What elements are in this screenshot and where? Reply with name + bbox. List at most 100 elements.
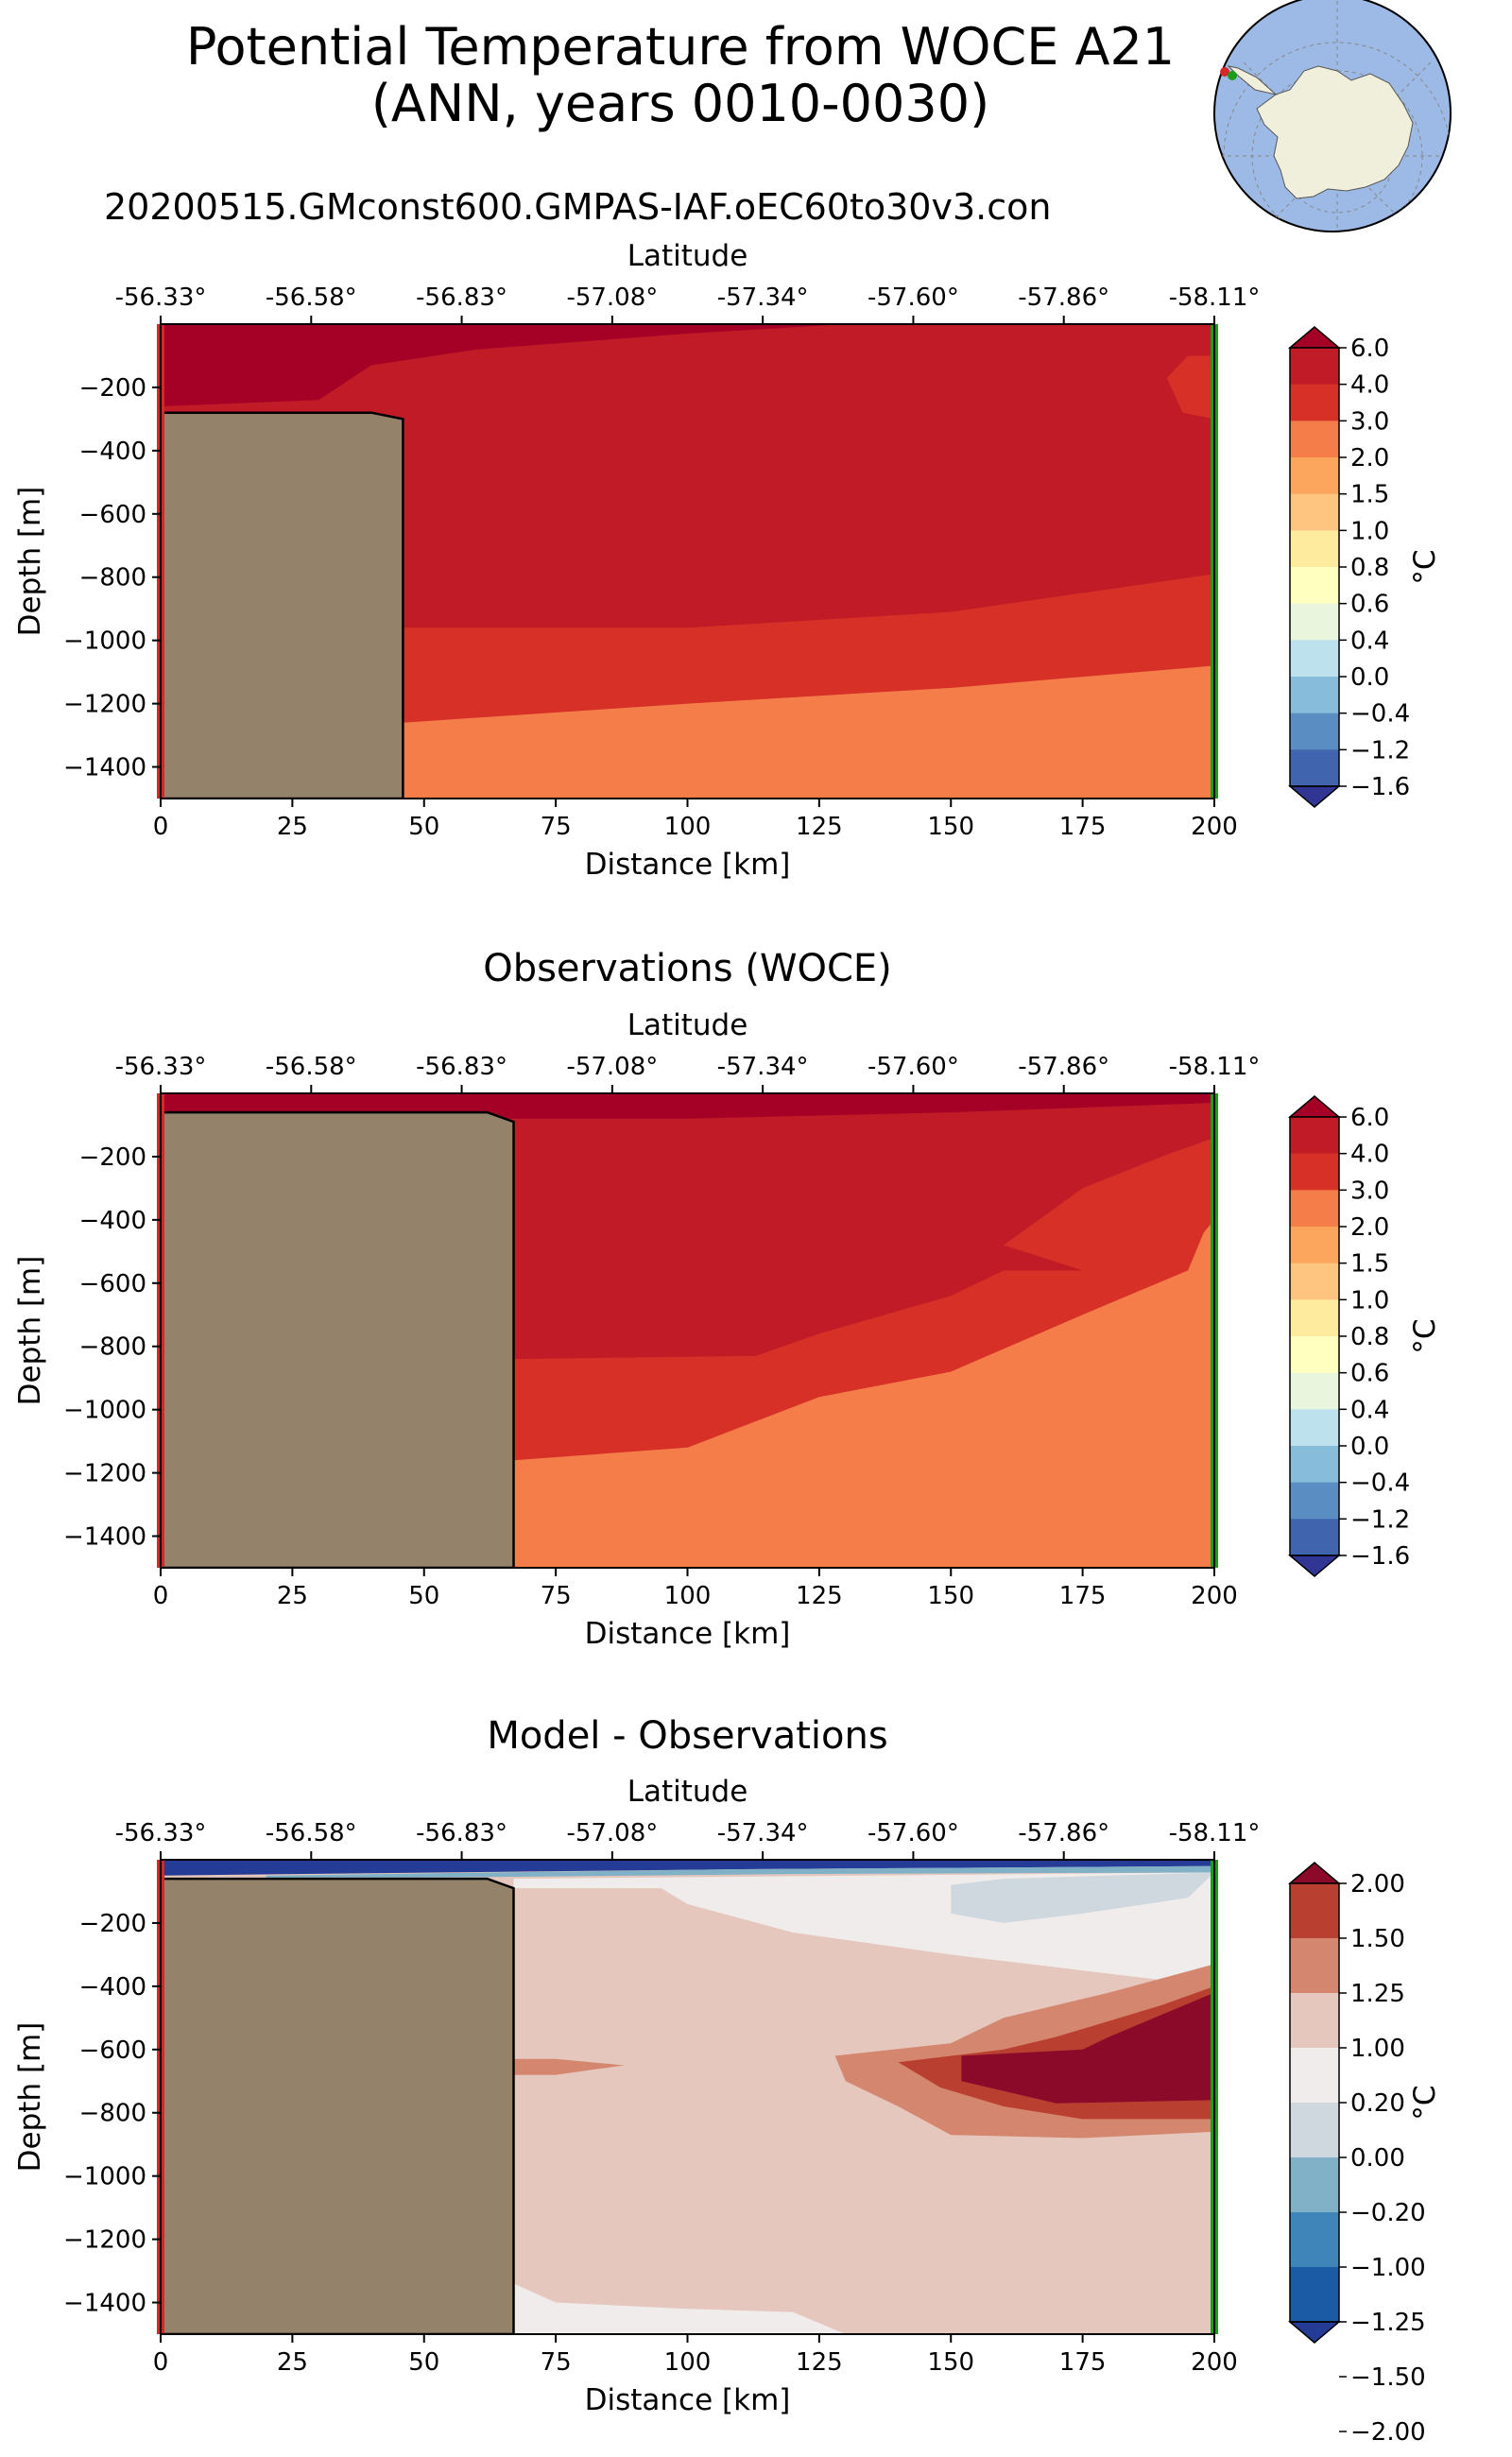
latitude-tick-label: -57.60°	[868, 1053, 959, 1081]
y-tick-label: −1400	[63, 754, 146, 782]
x-tick-label: 100	[664, 1582, 712, 1610]
x-tick-label: 100	[664, 2348, 712, 2377]
colorbar-tick-label: 6.0	[1350, 335, 1389, 363]
colorbar-swatch	[1290, 1446, 1339, 1484]
contour-region	[403, 665, 1214, 799]
x-tick-label: 125	[796, 1582, 843, 1610]
latitude-tick-label: -57.86°	[1018, 284, 1109, 312]
antarctic-peninsula	[1227, 65, 1278, 95]
x-tick-label: 25	[277, 1582, 308, 1610]
latitude-tick-label: -56.83°	[416, 284, 507, 312]
colorbar-tick-label: −1.6	[1350, 1542, 1410, 1571]
colorbar-swatch	[1290, 530, 1339, 568]
colorbar: 2.00 1.50 1.25 1.00 0.20 0.00 −0.20 −1.00 −1.25 −…	[1287, 1862, 1442, 2447]
x-tick-label: 50	[408, 1582, 439, 1610]
colorbar-tick-label: 0.6	[1350, 1360, 1389, 1388]
contour-region	[266, 1865, 1214, 1880]
inset-map	[1213, 0, 1452, 232]
colorbar-swatch	[1290, 640, 1339, 678]
colorbar-swatch	[1290, 2157, 1339, 2213]
colorbar-tick-label: −1.50	[1350, 2363, 1426, 2392]
x-tick-label: 150	[927, 813, 974, 841]
colorbar-tick-label: 3.0	[1350, 1177, 1389, 1205]
contour-region	[951, 1872, 1214, 1923]
colorbar-tick-label: 3.0	[1350, 407, 1389, 436]
colorbar: 6.0 4.0 3.0 2.0 1.5 1.0 0.8 0.6 0.4 0.0 −0.4 −1.2 −1…	[1287, 326, 1442, 808]
y-tick-label: −1400	[63, 1523, 146, 1552]
x-tick-label: 200	[1191, 813, 1238, 841]
seafloor-land	[161, 1093, 515, 1568]
colorbar-swatch	[1290, 749, 1339, 787]
colorbar-swatch	[1290, 1153, 1339, 1191]
latitude-tick-label: -57.34°	[717, 1819, 809, 1847]
colorbar-swatch	[1290, 2267, 1339, 2323]
colorbar-tick-label: 0.00	[1350, 2144, 1405, 2173]
colorbar-tick-label: 1.50	[1350, 1925, 1405, 1953]
x-tick-label: 100	[664, 813, 712, 841]
y-tick-label: −200	[79, 1143, 146, 1172]
contour-region	[513, 1219, 1214, 1568]
latitude-tick-label: -57.08°	[566, 284, 658, 312]
seafloor-land	[161, 324, 404, 799]
y-tick-label: −800	[79, 564, 146, 593]
colorbar-label: °C	[1408, 549, 1442, 584]
colorbar-swatch	[1290, 384, 1339, 421]
panel-title: Observations (WOCE)	[483, 947, 892, 990]
latitude-tick-label: -56.33°	[115, 1053, 207, 1081]
section-field	[161, 1860, 1214, 2334]
x-axis-label: Distance [km]	[585, 1617, 791, 1651]
y-tick-label: −600	[79, 1270, 146, 1298]
colorbar-extend-max	[1287, 1095, 1342, 1118]
colorbar-tick-label: 6.0	[1350, 1104, 1389, 1132]
colorbar-swatch	[1290, 567, 1339, 605]
colorbar-swatch	[1290, 1519, 1339, 1556]
y-tick-label: −1400	[63, 2290, 146, 2318]
colorbar-tick-label: −0.4	[1350, 1469, 1410, 1498]
colorbar-tick-label: 4.0	[1350, 371, 1389, 400]
colorbar-extend-min	[1287, 785, 1342, 808]
x-axis-label: Distance [km]	[585, 2383, 791, 2417]
latitude-tick-label: -58.11°	[1169, 1819, 1261, 1847]
colorbar-label: °C	[1408, 2085, 1442, 2120]
latitude-tick-label: -57.08°	[566, 1819, 658, 1847]
colorbar-swatch	[1290, 2103, 1339, 2158]
contour-region	[161, 324, 846, 406]
x-tick-label: 200	[1191, 1582, 1238, 1610]
x-tick-label: 75	[541, 1582, 572, 1610]
colorbar-swatch	[1290, 1336, 1339, 1374]
colorbar-swatch	[1290, 1993, 1339, 2049]
colorbar-tick-label: −1.25	[1350, 2309, 1426, 2337]
panel-model: 0 25 50 75 100 125 150 175 200 Distance [km] −200 −…	[13, 239, 1442, 882]
colorbar-tick-label: 0.8	[1350, 1323, 1389, 1351]
colorbar-tick-label: 0.4	[1350, 1396, 1389, 1424]
y-axis-label: Depth [m]	[13, 2022, 47, 2173]
latitude-tick-label: -57.08°	[566, 1053, 658, 1081]
y-axis-label: Depth [m]	[13, 487, 47, 637]
colorbar-tick-label: −1.00	[1350, 2254, 1426, 2282]
x-tick-label: 75	[541, 813, 572, 841]
colorbar-swatch	[1290, 603, 1339, 641]
colorbar-tick-label: 4.0	[1350, 1141, 1389, 1169]
colorbar-extend-max	[1287, 1862, 1342, 1884]
colorbar-tick-label: 0.20	[1350, 2089, 1405, 2118]
colorbar-tick-label: 1.5	[1350, 481, 1389, 509]
latitude-axis-label: Latitude	[627, 239, 748, 273]
latitude-tick-label: -57.34°	[717, 284, 809, 312]
y-tick-label: −400	[79, 1207, 146, 1235]
colorbar-tick-label: 1.5	[1350, 1250, 1389, 1279]
colorbar-tick-label: −1.2	[1350, 736, 1410, 765]
y-axis-label: Depth [m]	[13, 1256, 47, 1406]
x-tick-label: 0	[153, 2348, 169, 2377]
colorbar-extend-min	[1287, 2321, 1342, 2344]
x-tick-label: 0	[153, 813, 169, 841]
x-tick-label: 75	[541, 2348, 572, 2377]
latitude-tick-label: -58.11°	[1169, 1053, 1261, 1081]
colorbar-swatch	[1290, 1117, 1339, 1155]
colorbar-swatch	[1290, 713, 1339, 750]
latitude-tick-label: -57.86°	[1018, 1819, 1109, 1847]
y-tick-label: −1000	[63, 2163, 146, 2191]
y-tick-label: −1200	[63, 2226, 146, 2255]
panel-model-minus-observations: Model - Observations 0 25 50 75 100 125 150 175 2…	[13, 1714, 1442, 2447]
colorbar-swatch	[1290, 1299, 1339, 1337]
x-tick-label: 175	[1059, 813, 1107, 841]
